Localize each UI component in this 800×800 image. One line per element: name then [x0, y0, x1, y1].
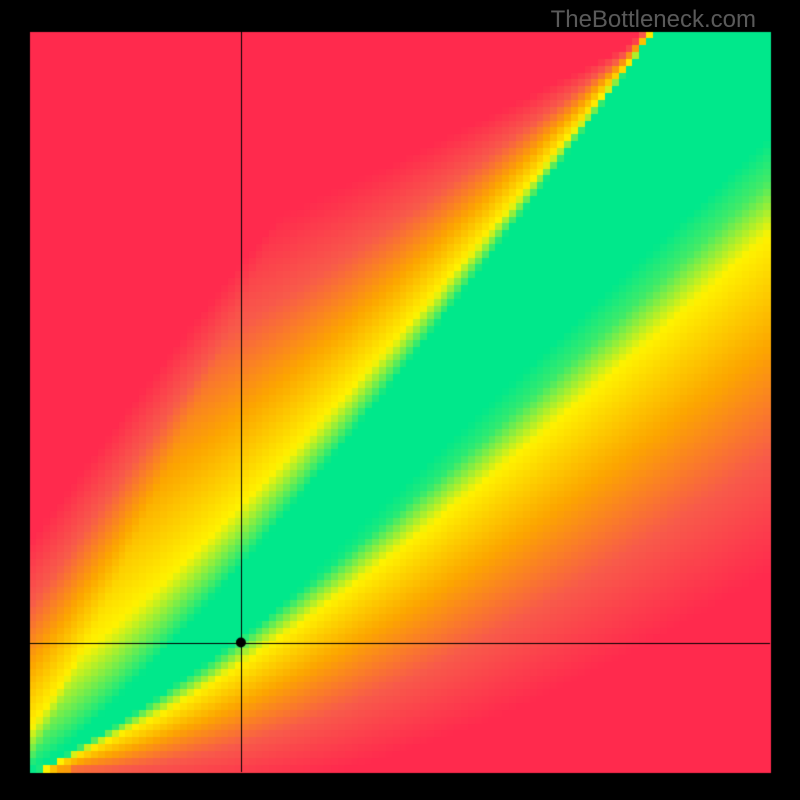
watermark-text: TheBottleneck.com: [551, 6, 756, 34]
bottleneck-heatmap: [0, 0, 800, 800]
